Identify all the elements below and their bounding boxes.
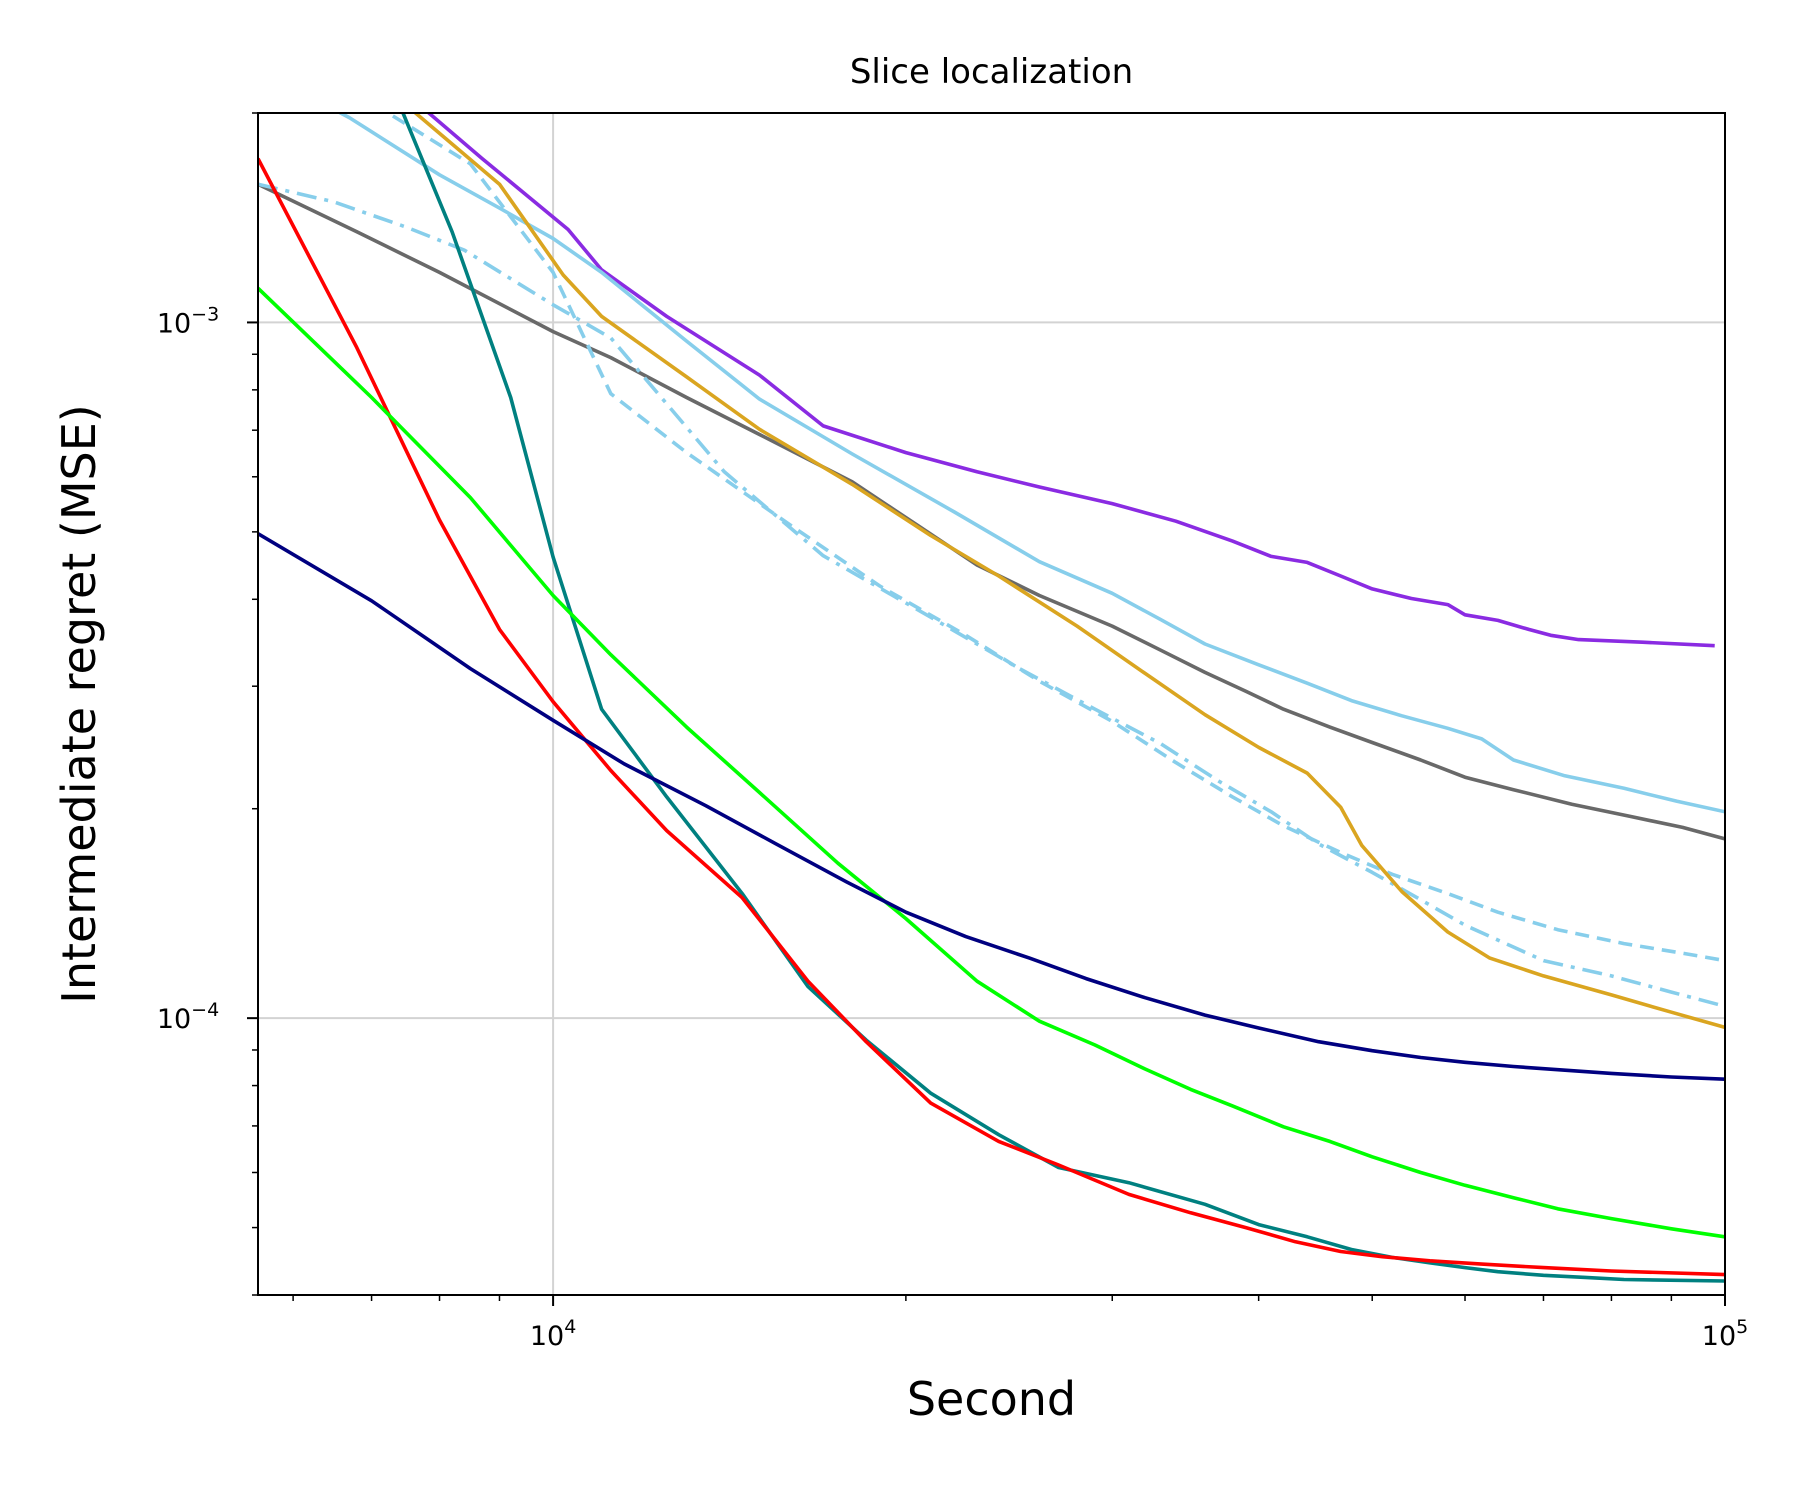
x-axis-title: Second bbox=[907, 1372, 1076, 1426]
y-tick-exponent: −4 bbox=[191, 999, 219, 1021]
x-tick-base: 10 bbox=[1702, 1321, 1736, 1352]
series-line-red bbox=[258, 157, 1725, 1277]
series-line-lime bbox=[258, 286, 1725, 1239]
x-tick-label: 105 bbox=[1702, 1316, 1748, 1352]
series-line-gray bbox=[258, 182, 1725, 841]
series-line-skyblue-solid bbox=[336, 113, 1725, 814]
y-tick-label: 10−4 bbox=[157, 999, 219, 1035]
y-tick-label: 10−3 bbox=[157, 303, 219, 339]
chart-title: Slice localization bbox=[850, 52, 1133, 92]
plot-frame bbox=[257, 112, 1726, 1296]
x-tick-exponent: 4 bbox=[564, 1316, 576, 1338]
series-line-teal bbox=[401, 113, 1725, 1283]
series-line-purple bbox=[426, 113, 1715, 648]
series-lines bbox=[258, 113, 1725, 1283]
x-tick-label: 104 bbox=[530, 1316, 576, 1352]
x-tick-exponent: 5 bbox=[1736, 1316, 1748, 1338]
series-line-goldenrod bbox=[412, 113, 1725, 1030]
y-axis-title: Intermediate regret (MSE) bbox=[52, 404, 106, 1004]
series-line-skyblue-dashed bbox=[391, 114, 1725, 963]
x-tick-base: 10 bbox=[530, 1321, 564, 1352]
y-tick-base: 10 bbox=[157, 1004, 191, 1035]
y-tick-exponent: −3 bbox=[191, 303, 219, 325]
series-line-navy bbox=[258, 532, 1725, 1081]
series-line-skyblue-dashdot bbox=[258, 182, 1725, 1009]
y-tick-base: 10 bbox=[157, 308, 191, 339]
